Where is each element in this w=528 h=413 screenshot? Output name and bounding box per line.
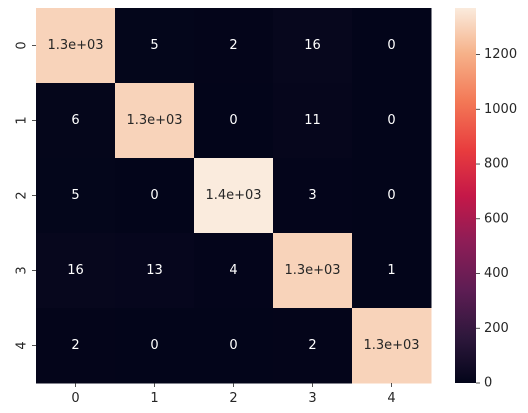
cell-label-1-0: 6 xyxy=(71,113,79,128)
cell-label-2-4: 0 xyxy=(387,188,395,203)
colorbar-tick-label-0: 0 xyxy=(484,376,492,391)
cell-label-0-4: 0 xyxy=(387,38,395,53)
cell-label-3-0: 16 xyxy=(67,263,84,278)
colorbar-tick-label-200: 200 xyxy=(484,321,509,336)
heatmap-cell-2-2 xyxy=(194,158,274,234)
heatmap-cell-2-4 xyxy=(352,158,432,234)
heatmap-cell-0-4 xyxy=(352,8,432,84)
heatmap-cell-4-3 xyxy=(273,308,353,384)
cell-label-4-3: 2 xyxy=(308,338,316,353)
heatmap-cell-2-0 xyxy=(36,158,116,234)
x-tick-label-2: 2 xyxy=(229,391,237,406)
y-tick-label-2: 2 xyxy=(15,191,30,199)
heatmap-cell-3-0 xyxy=(36,233,116,309)
cell-label-1-3: 11 xyxy=(304,113,321,128)
heatmap-cell-4-0 xyxy=(36,308,116,384)
heatmap-cell-1-3 xyxy=(273,83,353,159)
cell-label-3-2: 4 xyxy=(229,263,237,278)
y-tick-label-1: 1 xyxy=(15,116,30,124)
heatmap-cell-4-1 xyxy=(115,308,195,384)
heatmap-cell-1-4 xyxy=(352,83,432,159)
heatmap-cell-2-3 xyxy=(273,158,353,234)
heatmap-cell-0-2 xyxy=(194,8,274,84)
cell-label-3-1: 13 xyxy=(146,263,163,278)
heatmap-cell-3-1 xyxy=(115,233,195,309)
y-tick-label-4: 4 xyxy=(15,341,30,349)
heatmap-cell-4-4 xyxy=(352,308,432,384)
cell-label-4-4: 1.3e+03 xyxy=(363,338,419,353)
heatmap-cell-0-3 xyxy=(273,8,353,84)
heatmap-cell-2-1 xyxy=(115,158,195,234)
heatmap-cell-1-2 xyxy=(194,83,274,159)
heatmap-cell-0-0 xyxy=(36,8,116,84)
x-axis-ticks: 0 1 2 3 4 xyxy=(71,383,396,406)
cell-label-1-2: 0 xyxy=(229,113,237,128)
heatmap-cell-1-0 xyxy=(36,83,116,159)
y-axis-ticks: 0 1 2 3 4 xyxy=(15,41,36,350)
cell-label-1-1: 1.3e+03 xyxy=(126,113,182,128)
x-tick-label-4: 4 xyxy=(387,391,395,406)
heatmap-cell-3-3 xyxy=(273,233,353,309)
cell-label-2-0: 5 xyxy=(71,188,79,203)
heatmap-cell-3-2 xyxy=(194,233,274,309)
heatmap-cell-4-2 xyxy=(194,308,274,384)
colorbar-tick-label-800: 800 xyxy=(484,157,509,172)
cell-label-2-1: 0 xyxy=(150,188,158,203)
cell-label-3-3: 1.3e+03 xyxy=(284,263,340,278)
colorbar-tick-label-600: 600 xyxy=(484,211,509,226)
x-tick-label-0: 0 xyxy=(71,391,79,406)
cell-label-0-1: 5 xyxy=(150,38,158,53)
x-tick-label-3: 3 xyxy=(308,391,316,406)
cell-label-0-0: 1.3e+03 xyxy=(47,38,103,53)
cell-label-1-4: 0 xyxy=(387,113,395,128)
heatmap-cells: 1.3e+03 5 2 16 0 6 1.3e+03 0 11 0 5 0 1.4e+03 3 0 16 13 4… xyxy=(36,8,432,384)
heatmap-cell-1-1 xyxy=(115,83,195,159)
y-tick-label-3: 3 xyxy=(15,266,30,274)
y-tick-label-0: 0 xyxy=(15,41,30,49)
heatmap-cell-3-4 xyxy=(352,233,432,309)
cell-label-4-1: 0 xyxy=(150,338,158,353)
heatmap-cell-0-1 xyxy=(115,8,195,84)
colorbar-tick-label-400: 400 xyxy=(484,266,509,281)
cell-label-0-3: 16 xyxy=(304,38,321,53)
colorbar-ticks: 0 200 400 600 800 1000 1200 xyxy=(476,47,517,391)
cell-label-2-2: 1.4e+03 xyxy=(205,188,261,203)
cell-label-0-2: 2 xyxy=(229,38,237,53)
cell-label-4-2: 0 xyxy=(229,338,237,353)
cell-label-4-0: 2 xyxy=(71,338,79,353)
colorbar-tick-label-1200: 1200 xyxy=(484,47,517,62)
x-tick-label-1: 1 xyxy=(150,391,158,406)
cell-label-2-3: 3 xyxy=(308,188,316,203)
colorbar xyxy=(455,8,476,383)
colorbar-tick-label-1000: 1000 xyxy=(484,102,517,117)
cell-label-3-4: 1 xyxy=(387,263,395,278)
